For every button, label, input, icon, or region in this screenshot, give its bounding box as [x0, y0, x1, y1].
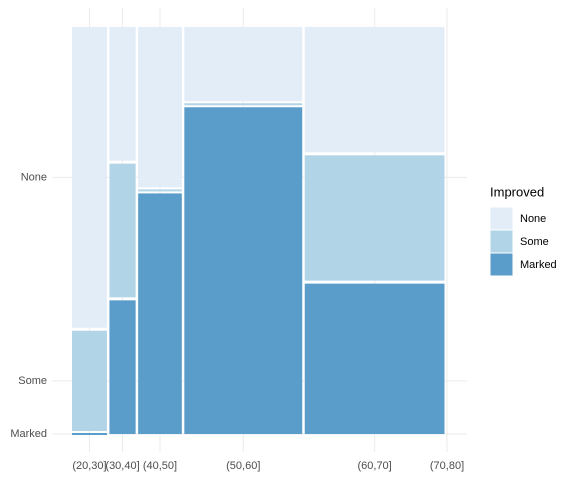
mosaic-tile: [138, 189, 182, 192]
y-tick-label: Some: [18, 375, 47, 387]
mosaic-tile: [138, 193, 182, 434]
y-tick-label: None: [21, 171, 47, 183]
legend-label: Some: [520, 236, 549, 248]
mosaic-tile: [72, 433, 107, 435]
mosaic-tile: [109, 27, 136, 161]
x-tick-label: (50,60]: [226, 460, 260, 472]
legend-key: [489, 229, 514, 254]
mosaic-tile: [138, 27, 182, 188]
mosaic-tile: [72, 330, 107, 431]
x-tick-label: (70,80]: [430, 460, 464, 472]
mosaic-tile: [72, 27, 107, 328]
legend-label: None: [520, 213, 546, 225]
mosaic-tile: [184, 103, 303, 106]
legend-key: [489, 206, 514, 231]
legend-label: Marked: [520, 259, 557, 271]
mosaic-tile: [304, 27, 445, 153]
legend-title: Improved: [490, 184, 544, 199]
mosaic-tile: [304, 155, 445, 281]
legend-key: [489, 252, 514, 277]
x-tick-label: (30,40]: [105, 460, 139, 472]
mosaic-tile: [109, 300, 136, 434]
mosaic-tile: [184, 107, 303, 434]
mosaic-tile: [304, 283, 445, 434]
mosaic-tile: [109, 163, 136, 298]
x-tick-label: (40,50]: [143, 460, 177, 472]
x-tick-label: (20,30]: [72, 460, 106, 472]
x-tick-label: (60,70]: [357, 460, 391, 472]
y-tick-label: Marked: [10, 428, 47, 440]
mosaic-tile: [184, 27, 303, 102]
